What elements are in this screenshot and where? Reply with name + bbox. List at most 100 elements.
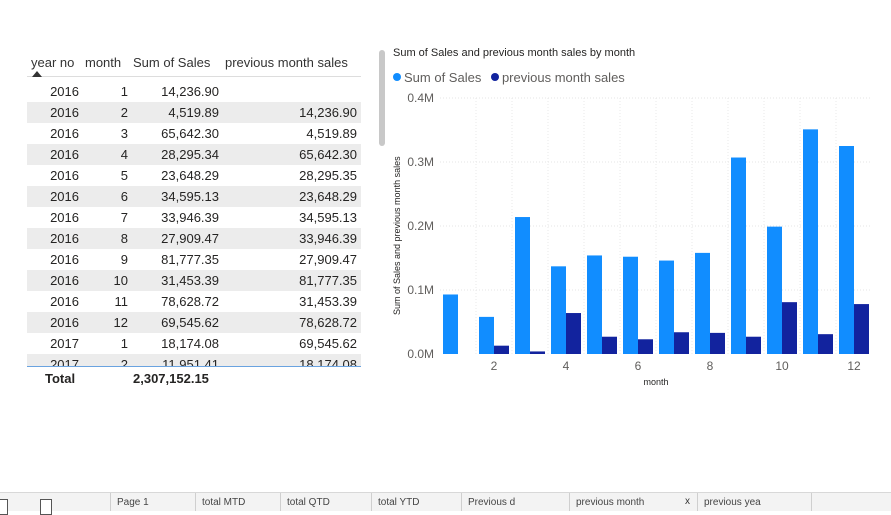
page-icon[interactable] [40,499,52,515]
x-axis-title: month [643,377,668,387]
tab-previous-month[interactable]: previous month [569,493,676,511]
bar-sum-of-sales[interactable] [695,252,710,354]
cell-sum-of-sales: 69,545.62 [161,315,219,330]
bar-sum-of-sales[interactable] [659,260,674,354]
table-scrollbar[interactable] [379,50,385,146]
y-tick-label: 0.4M [407,91,434,105]
cell-sum-of-sales: 18,174.08 [161,336,219,351]
header-previous-month-sales[interactable]: previous month sales [225,55,348,70]
cell-year-no: 2016 [50,126,79,141]
cell-previous-month-sales: 65,642.30 [299,147,357,162]
cell-year-no: 2016 [50,315,79,330]
tab-previous-year[interactable]: previous yea [697,493,814,511]
cell-sum-of-sales: 33,946.39 [161,210,219,225]
close-tab-icon[interactable]: x [685,496,690,507]
legend-dot-previous-month-sales [490,73,499,81]
table-row[interactable]: 2016 4 28,295.34 65,642.30 [27,144,361,165]
bar-sum-of-sales[interactable] [767,226,782,354]
cell-month: 12 [113,315,128,330]
bar-previous-month-sales[interactable] [530,351,545,354]
legend-item-previous-month-sales[interactable]: previous month sales [490,70,625,85]
legend-label-sum-of-sales: Sum of Sales [404,70,482,85]
cell-previous-month-sales: 18,174.08 [299,357,357,367]
table-row[interactable]: 2016 3 65,642.30 4,519.89 [27,123,361,144]
cell-year-no: 2016 [50,294,79,309]
cell-sum-of-sales: 23,648.29 [161,168,219,183]
cell-sum-of-sales: 14,236.90 [161,84,219,99]
bar-sum-of-sales[interactable] [731,157,746,354]
total-label: Total [45,371,76,386]
bar-sum-of-sales[interactable] [587,255,602,354]
bar-previous-month-sales[interactable] [818,334,833,354]
cell-month: 10 [113,273,128,288]
bar-previous-month-sales[interactable] [854,304,869,354]
header-month[interactable]: month [85,55,122,70]
cell-year-no: 2016 [50,252,79,267]
bar-sum-of-sales[interactable] [443,294,458,354]
cell-sum-of-sales: 81,777.35 [161,252,219,267]
table-row[interactable]: 2016 11 78,628.72 31,453.39 [27,291,361,312]
x-tick-label: 12 [847,359,861,373]
table-row[interactable]: 2017 2 11,951.41 18,174.08 [27,354,361,367]
cell-month: 1 [120,84,128,99]
bar-previous-month-sales[interactable] [638,339,653,354]
bar-previous-month-sales[interactable] [602,336,617,354]
table-row[interactable]: 2016 1 14,236.90 [27,81,361,102]
sort-ascending-icon[interactable] [32,71,42,77]
sales-table: year no month Sum of Sales previous mont… [27,50,361,395]
cell-previous-month-sales: 69,545.62 [299,336,357,351]
bar-previous-month-sales[interactable] [566,313,581,354]
bar-previous-month-sales[interactable] [746,336,761,354]
cell-year-no: 2016 [50,210,79,225]
tab-spacer [811,493,891,511]
cell-month: 8 [120,231,128,246]
table-row[interactable]: 2016 6 34,595.13 23,648.29 [27,186,361,207]
x-tick-label: 4 [563,359,570,373]
cell-month: 6 [120,189,128,204]
bar-previous-month-sales[interactable] [674,332,689,354]
bar-previous-month-sales[interactable] [782,302,797,354]
y-tick-label: 0.2M [407,219,434,233]
table-row[interactable]: 2016 2 4,519.89 14,236.90 [27,102,361,123]
bar-sum-of-sales[interactable] [515,217,530,354]
cell-month: 5 [120,168,128,183]
tab-total-mtd[interactable]: total MTD [195,493,282,511]
bar-sum-of-sales[interactable] [551,266,566,354]
table-row[interactable]: 2016 10 31,453.39 81,777.35 [27,270,361,291]
clustered-bar-chart: 0.0M 0.1M 0.2M 0.3M 0.4M 2 4 6 8 10 12 month [407,91,872,387]
bar-sum-of-sales[interactable] [479,316,494,354]
bar-previous-month-sales[interactable] [494,345,509,354]
table-row[interactable]: 2016 5 23,648.29 28,295.35 [27,165,361,186]
y-tick-label: 0.0M [407,347,434,361]
cell-year-no: 2016 [50,273,79,288]
tab-page-1[interactable]: Page 1 [110,493,197,511]
page-icon[interactable] [0,499,8,515]
bar-previous-month-sales[interactable] [710,332,725,354]
table-body: 2016 1 14,236.90 2016 2 4,519.89 14,236.90 2016… [27,81,361,367]
table-row[interactable]: 2016 8 27,909.47 33,946.39 [27,228,361,249]
total-row: Total 2,307,152.15 [27,368,361,390]
table-row[interactable]: 2017 1 18,174.08 69,545.62 [27,333,361,354]
table-row[interactable]: 2016 9 81,777.35 27,909.47 [27,249,361,270]
legend-item-sum-of-sales[interactable]: Sum of Sales [393,70,481,85]
tab-total-qtd[interactable]: total QTD [280,493,372,511]
header-year-no[interactable]: year no [31,55,75,70]
x-tick-label: 8 [707,359,714,373]
table-row[interactable]: 2016 7 33,946.39 34,595.13 [27,207,361,228]
bar-sum-of-sales[interactable] [803,129,818,354]
cell-year-no: 2016 [50,84,79,99]
cell-previous-month-sales: 14,236.90 [299,105,357,120]
cell-previous-month-sales: 23,648.29 [299,189,357,204]
table-row[interactable]: 2016 12 69,545.62 78,628.72 [27,312,361,333]
bar-sum-of-sales[interactable] [623,256,638,354]
tab-previous-d[interactable]: Previous d [461,493,568,511]
cell-sum-of-sales: 27,909.47 [161,231,219,246]
cell-year-no: 2017 [50,357,79,367]
bar-sum-of-sales[interactable] [839,146,854,354]
cell-year-no: 2016 [50,147,79,162]
chart-legend: Sum of Sales previous month sales [393,70,631,85]
tab-total-ytd[interactable]: total YTD [371,493,463,511]
cell-year-no: 2016 [50,189,79,204]
header-sum-of-sales[interactable]: Sum of Sales [133,55,211,70]
cell-previous-month-sales: 81,777.35 [299,273,357,288]
